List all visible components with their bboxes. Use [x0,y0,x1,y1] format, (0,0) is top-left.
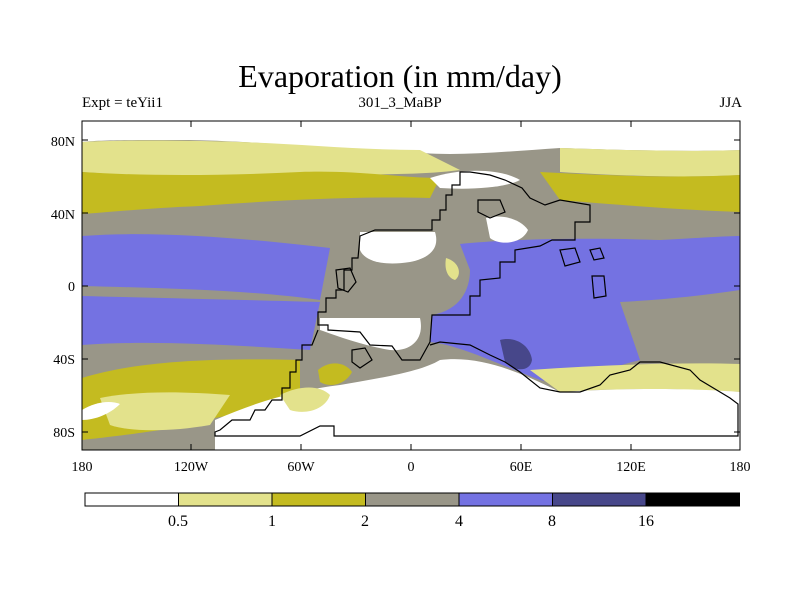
experiment-label: Expt = teYii1 [82,95,163,111]
colorbar-swatch [645,492,740,507]
evaporation-field [82,121,740,450]
coastline-island-1 [351,347,373,369]
colorbar-swatch [458,492,553,507]
time-label: 301_3_MaBP [358,95,442,111]
colorbar-swatch [178,492,273,507]
colorbar-swatch [365,492,460,507]
lon-label: 0 [408,460,415,475]
coastline-island-6 [589,247,605,261]
lon-label: 120W [174,460,209,475]
field-north-light-east [560,148,740,177]
colorbar-label: 2 [361,513,369,530]
coastline-island-3 [477,199,506,219]
field-north-light [82,140,460,177]
field-south-light-mid [280,387,330,412]
lon-label: 60W [287,460,315,475]
field-north-mid-east [540,172,740,212]
colorbar-labels: 0.5 1 2 4 8 16 [168,513,654,530]
colorbar-label: 8 [548,513,556,530]
lon-label: 180 [730,460,751,475]
lat-label: 0 [68,280,75,295]
field-tropic-west-south [82,296,320,350]
season-label: JJA [719,95,742,111]
land-core-north-3 [430,170,520,189]
page-title: Evaporation (in mm/day) [238,58,562,94]
coastline-main [317,171,591,361]
lat-label: 40S [53,353,75,368]
colorbar-label: 16 [638,513,654,530]
coastlines [214,171,739,437]
colorbar-swatch [271,492,366,507]
axis-ticks [81,121,741,450]
coastline-south [214,329,739,437]
field-north-mid [82,171,440,214]
lon-label: 120E [616,460,646,475]
land-core-south-1 [320,318,421,351]
lon-label: 180 [72,460,93,475]
colorbar [84,492,740,507]
colorbar-label: 1 [268,513,276,530]
lon-label: 60E [510,460,533,475]
colorbar-label: 0.5 [168,513,188,530]
colorbar-swatch [84,492,179,507]
field-south-light [100,392,230,431]
lat-label: 80N [51,135,75,150]
field-antarctic-white [215,359,740,450]
colorbar-label: 4 [455,513,463,530]
colorbar-swatch [552,492,647,507]
land-core-light-1 [445,258,459,280]
field-north-white [82,121,740,154]
field-south-light-east [530,363,740,392]
field-south-white-west [82,402,120,420]
land-core-north-2 [486,216,528,243]
lon-axis: 180 120W 60W 0 60E 120E 180 [72,460,751,475]
land-core-north-1 [360,232,437,264]
lat-axis: 80N 40N 0 40S 80S [51,135,75,441]
lat-label: 40N [51,208,75,223]
field-south-mid-patch [318,363,352,385]
coastline-island-4 [559,247,581,267]
field-max-cell [500,339,532,370]
coastline-island-5 [591,275,607,299]
coastline-island-2 [335,267,357,293]
field-tropic-west-north [82,234,330,300]
lat-label: 80S [53,426,75,441]
